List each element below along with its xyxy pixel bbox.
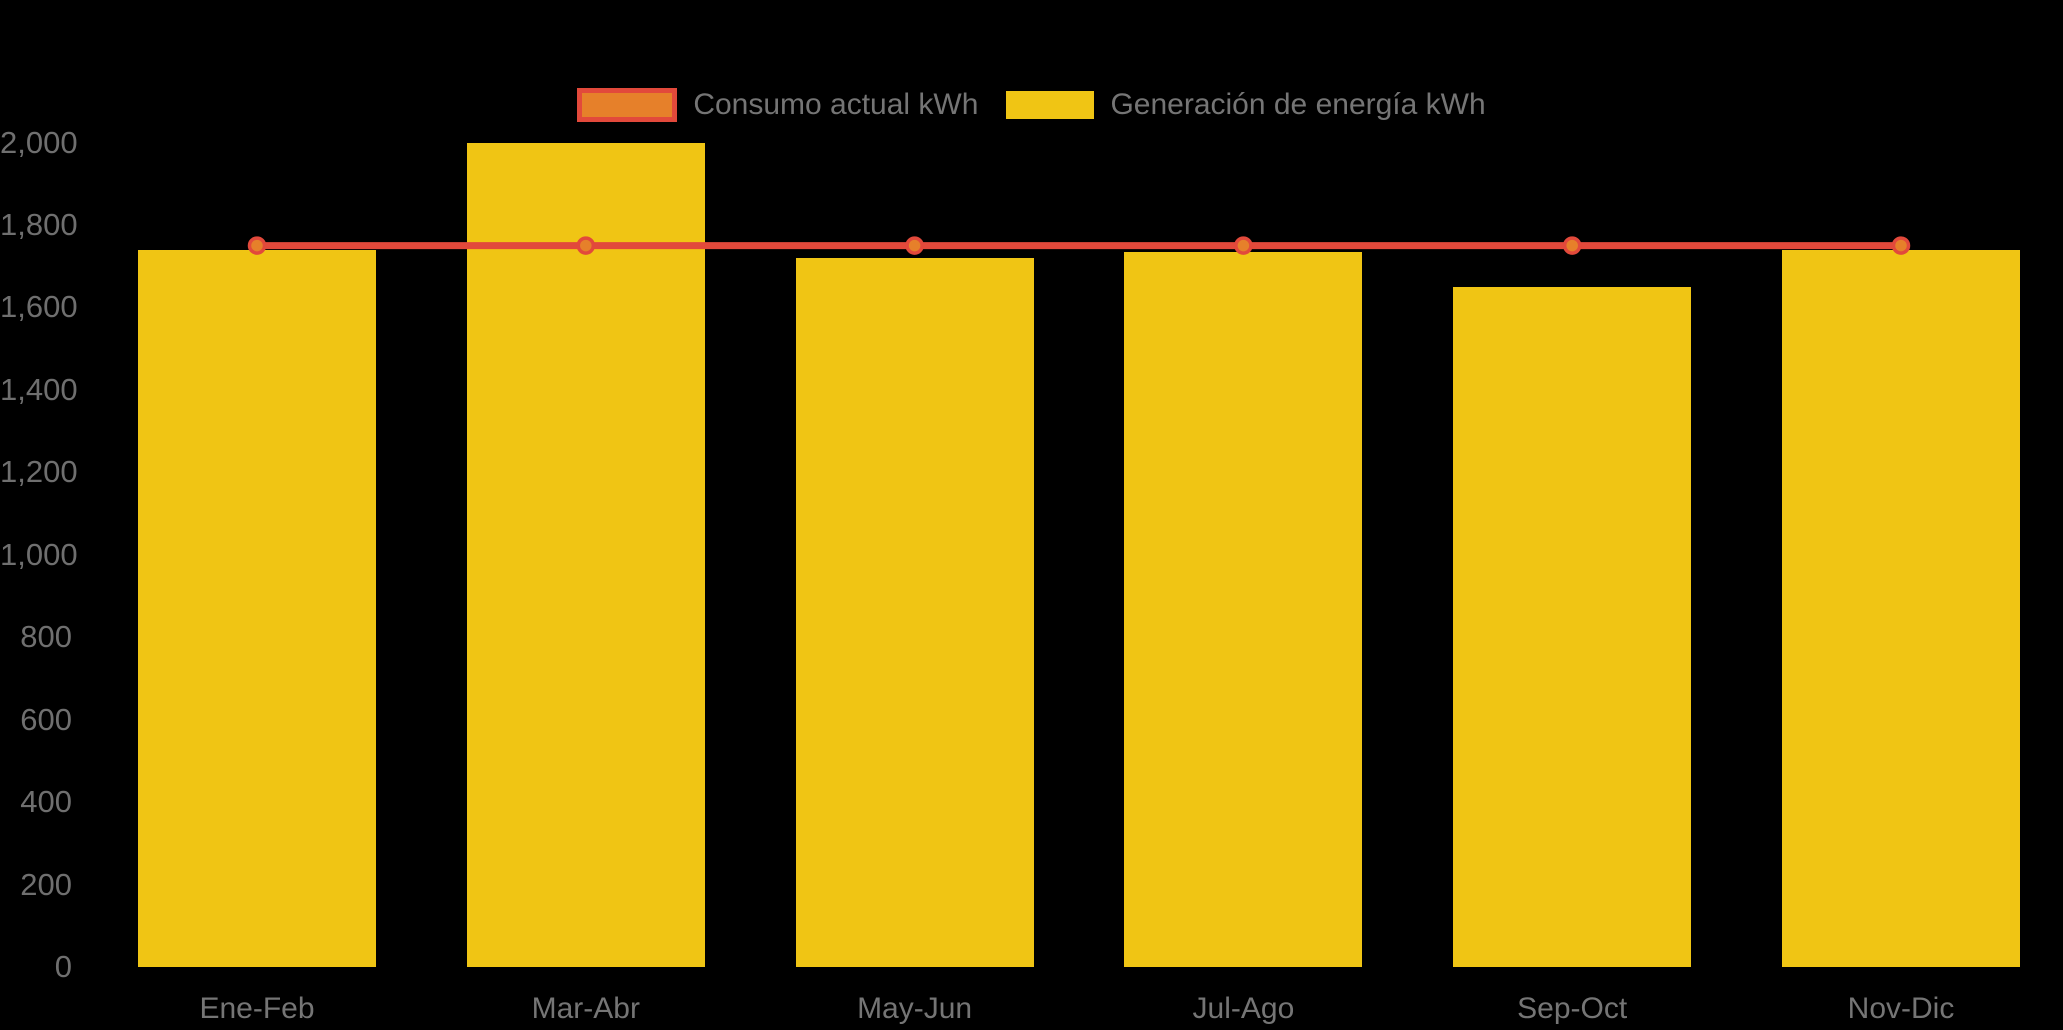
y-axis-tick-label: 1,800 xyxy=(0,206,78,242)
y-axis-tick-label: 1,400 xyxy=(0,371,78,407)
consumo-point-May-Jun[interactable] xyxy=(905,236,924,255)
x-axis-label-Jul-Ago: Jul-Ago xyxy=(1192,992,1295,1025)
consumo-point-Ene-Feb[interactable] xyxy=(247,236,267,255)
consumo-point-Mar-Abr[interactable] xyxy=(576,236,596,255)
x-axis-label-Nov-Dic: Nov-Dic xyxy=(1847,992,1955,1025)
bar-Nov-Dic[interactable] xyxy=(1782,249,2020,967)
y-axis-tick-label: 1,600 xyxy=(0,289,78,325)
legend-item-consumo[interactable]: Consumo actual kWh xyxy=(577,88,978,122)
legend-item-generacion[interactable]: Generación de energía kWh xyxy=(1006,88,1486,122)
y-axis-tick-label: 400 xyxy=(20,784,72,820)
y-axis-tick-label: 0 xyxy=(54,949,72,984)
y-axis-tick-label: 2,000 xyxy=(0,124,78,160)
y-axis-tick-label: 600 xyxy=(20,701,72,737)
bar-May-Jun[interactable] xyxy=(795,257,1034,967)
bar-Jul-Ago[interactable] xyxy=(1124,251,1363,967)
bar-Ene-Feb[interactable] xyxy=(138,249,376,967)
y-axis-tick-label: 1,000 xyxy=(0,536,78,572)
consumo-point-Jul-Ago[interactable] xyxy=(1234,236,1253,255)
bar-Sep-Oct[interactable] xyxy=(1453,286,1692,967)
x-axis-label-Mar-Abr: Mar-Abr xyxy=(531,992,640,1025)
consumo-legend-label: Consumo actual kWh xyxy=(693,88,979,121)
generacion-legend-label: Generación de energía kWh xyxy=(1110,88,1486,121)
y-axis-tick-label: 1,200 xyxy=(0,454,78,490)
consumo-point-Nov-Dic[interactable] xyxy=(1891,236,1911,255)
consumo-legend-marker-icon xyxy=(577,88,678,122)
x-axis-label-Ene-Feb: Ene-Feb xyxy=(199,992,315,1025)
x-axis-label-Sep-Oct: Sep-Oct xyxy=(1517,992,1628,1025)
y-axis-tick-label: 800 xyxy=(20,619,72,655)
generacion-legend-marker-icon xyxy=(1006,91,1095,119)
x-axis-label-May-Jun: May-Jun xyxy=(857,992,973,1025)
consumo-point-Sep-Oct[interactable] xyxy=(1562,236,1582,255)
y-axis-tick-label: 200 xyxy=(20,866,72,902)
chart-legend: Consumo actual kWh Generación de energía… xyxy=(0,88,2063,122)
bar-Mar-Abr[interactable] xyxy=(466,142,705,967)
